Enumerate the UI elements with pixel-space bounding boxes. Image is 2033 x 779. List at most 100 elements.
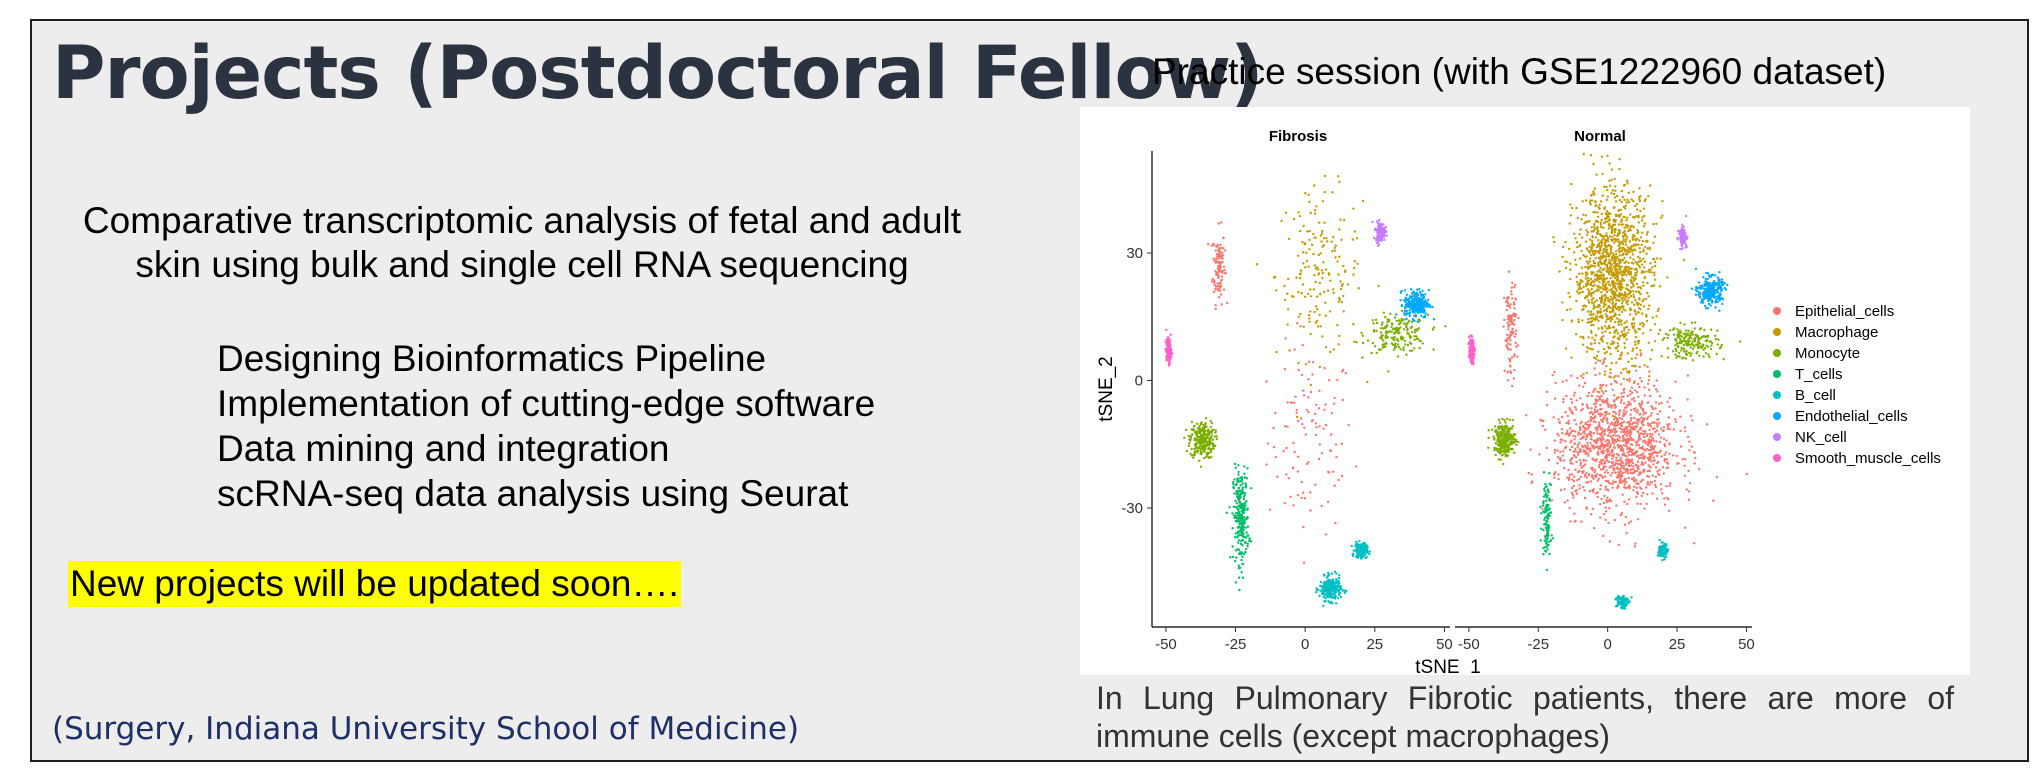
point-epithelial-cells [1628,446,1631,449]
point-t-cells [1244,501,1247,504]
point-b-cell [1358,547,1362,550]
point-epithelial-cells [1636,422,1639,426]
point-epithelial-cells [1601,362,1604,365]
point-t-cells [1242,495,1246,498]
point-endothelial-cells [1418,290,1422,294]
point-macrophage [1641,240,1645,243]
point-epithelial-cells [1649,481,1652,484]
point-monocyte [1711,341,1714,345]
point-epithelial-cells [1509,343,1512,346]
point-epithelial-cells [1599,488,1602,491]
point-macrophage [1614,228,1617,231]
point-t-cells [1242,497,1246,501]
point-monocyte [1411,349,1414,352]
point-epithelial-cells [1593,470,1596,474]
point-endothelial-cells [1432,318,1436,321]
point-macrophage [1594,357,1598,360]
point-epithelial-cells [1569,441,1572,444]
point-macrophage [1638,257,1642,260]
point-macrophage [1569,268,1572,271]
point-epithelial-cells [1663,497,1666,500]
point-monocyte [1397,322,1401,326]
point-epithelial-cells [1586,405,1589,408]
point-macrophage [1574,333,1578,336]
point-epithelial-cells [1626,467,1629,471]
point-epithelial-cells [1619,456,1623,460]
point-macrophage [1617,344,1620,347]
point-macrophage [1636,262,1639,266]
point-macrophage [1324,268,1328,271]
point-epithelial-cells [1559,489,1563,492]
point-t-cells [1236,548,1239,551]
point-epithelial-cells [1631,451,1635,455]
point-epithelial-cells [1585,471,1588,475]
point-t-cells [1225,511,1228,514]
point-macrophage [1606,253,1609,256]
point-macrophage [1655,315,1658,318]
point-epithelial-cells [1508,336,1511,340]
point-macrophage [1682,258,1686,262]
point-monocyte [1379,331,1383,334]
point-macrophage [1301,251,1305,254]
point-t-cells [1243,472,1246,475]
point-macrophage [1604,313,1607,316]
point-epithelial-cells [1619,401,1623,404]
point-epithelial-cells [1568,476,1571,479]
point-macrophage [1321,200,1324,203]
point-macrophage [1641,216,1644,219]
point-macrophage [1330,240,1333,243]
point-macrophage [1302,325,1305,328]
point-epithelial-cells [1636,490,1639,494]
point-endothelial-cells [1406,312,1409,315]
point-t-cells [1236,535,1240,538]
point-epithelial-cells [1542,419,1545,423]
point-macrophage [1605,210,1609,213]
point-epithelial-cells [1216,255,1219,258]
point-macrophage [1272,276,1276,279]
point-monocyte [1406,327,1409,330]
point-b-cell [1325,576,1329,579]
point-epithelial-cells [1600,434,1604,437]
point-monocyte [1202,436,1206,439]
point-macrophage [1603,248,1606,251]
point-epithelial-cells [1641,423,1645,426]
point-macrophage [1621,253,1624,257]
point-epithelial-cells [1617,454,1620,457]
point-macrophage [1660,216,1663,220]
point-macrophage [1614,294,1617,297]
point-macrophage [1318,292,1322,296]
point-t-cells [1236,491,1239,494]
point-macrophage [1322,261,1325,264]
point-epithelial-cells [1333,484,1336,487]
point-epithelial-cells [1614,412,1618,415]
point-macrophage [1642,225,1646,228]
point-epithelial-cells [1598,461,1601,464]
point-macrophage [1634,273,1637,277]
task-item: Implementation of cutting-edge software [217,383,876,424]
point-macrophage [1592,313,1595,316]
point-epithelial-cells [1594,459,1597,463]
point-macrophage [1604,320,1608,323]
point-epithelial-cells [1587,473,1591,476]
point-epithelial-cells [1603,471,1606,474]
point-macrophage [1602,360,1606,364]
point-epithelial-cells [1655,429,1659,432]
point-epithelial-cells [1586,395,1589,398]
point-epithelial-cells [1642,469,1645,472]
point-macrophage [1613,273,1617,277]
point-endothelial-cells [1416,288,1419,291]
point-monocyte [1384,315,1387,319]
point-monocyte [1380,337,1384,341]
point-epithelial-cells [1649,432,1652,436]
point-macrophage [1569,278,1572,281]
point-epithelial-cells [1666,496,1669,500]
point-epithelial-cells [1625,532,1628,535]
point-epithelial-cells [1583,489,1586,492]
point-epithelial-cells [1632,465,1635,468]
point-macrophage [1590,347,1593,351]
point-macrophage [1635,282,1639,286]
point-epithelial-cells [1598,396,1601,399]
point-endothelial-cells [1424,312,1427,315]
point-epithelial-cells [1222,236,1225,239]
point-monocyte [1405,353,1408,356]
